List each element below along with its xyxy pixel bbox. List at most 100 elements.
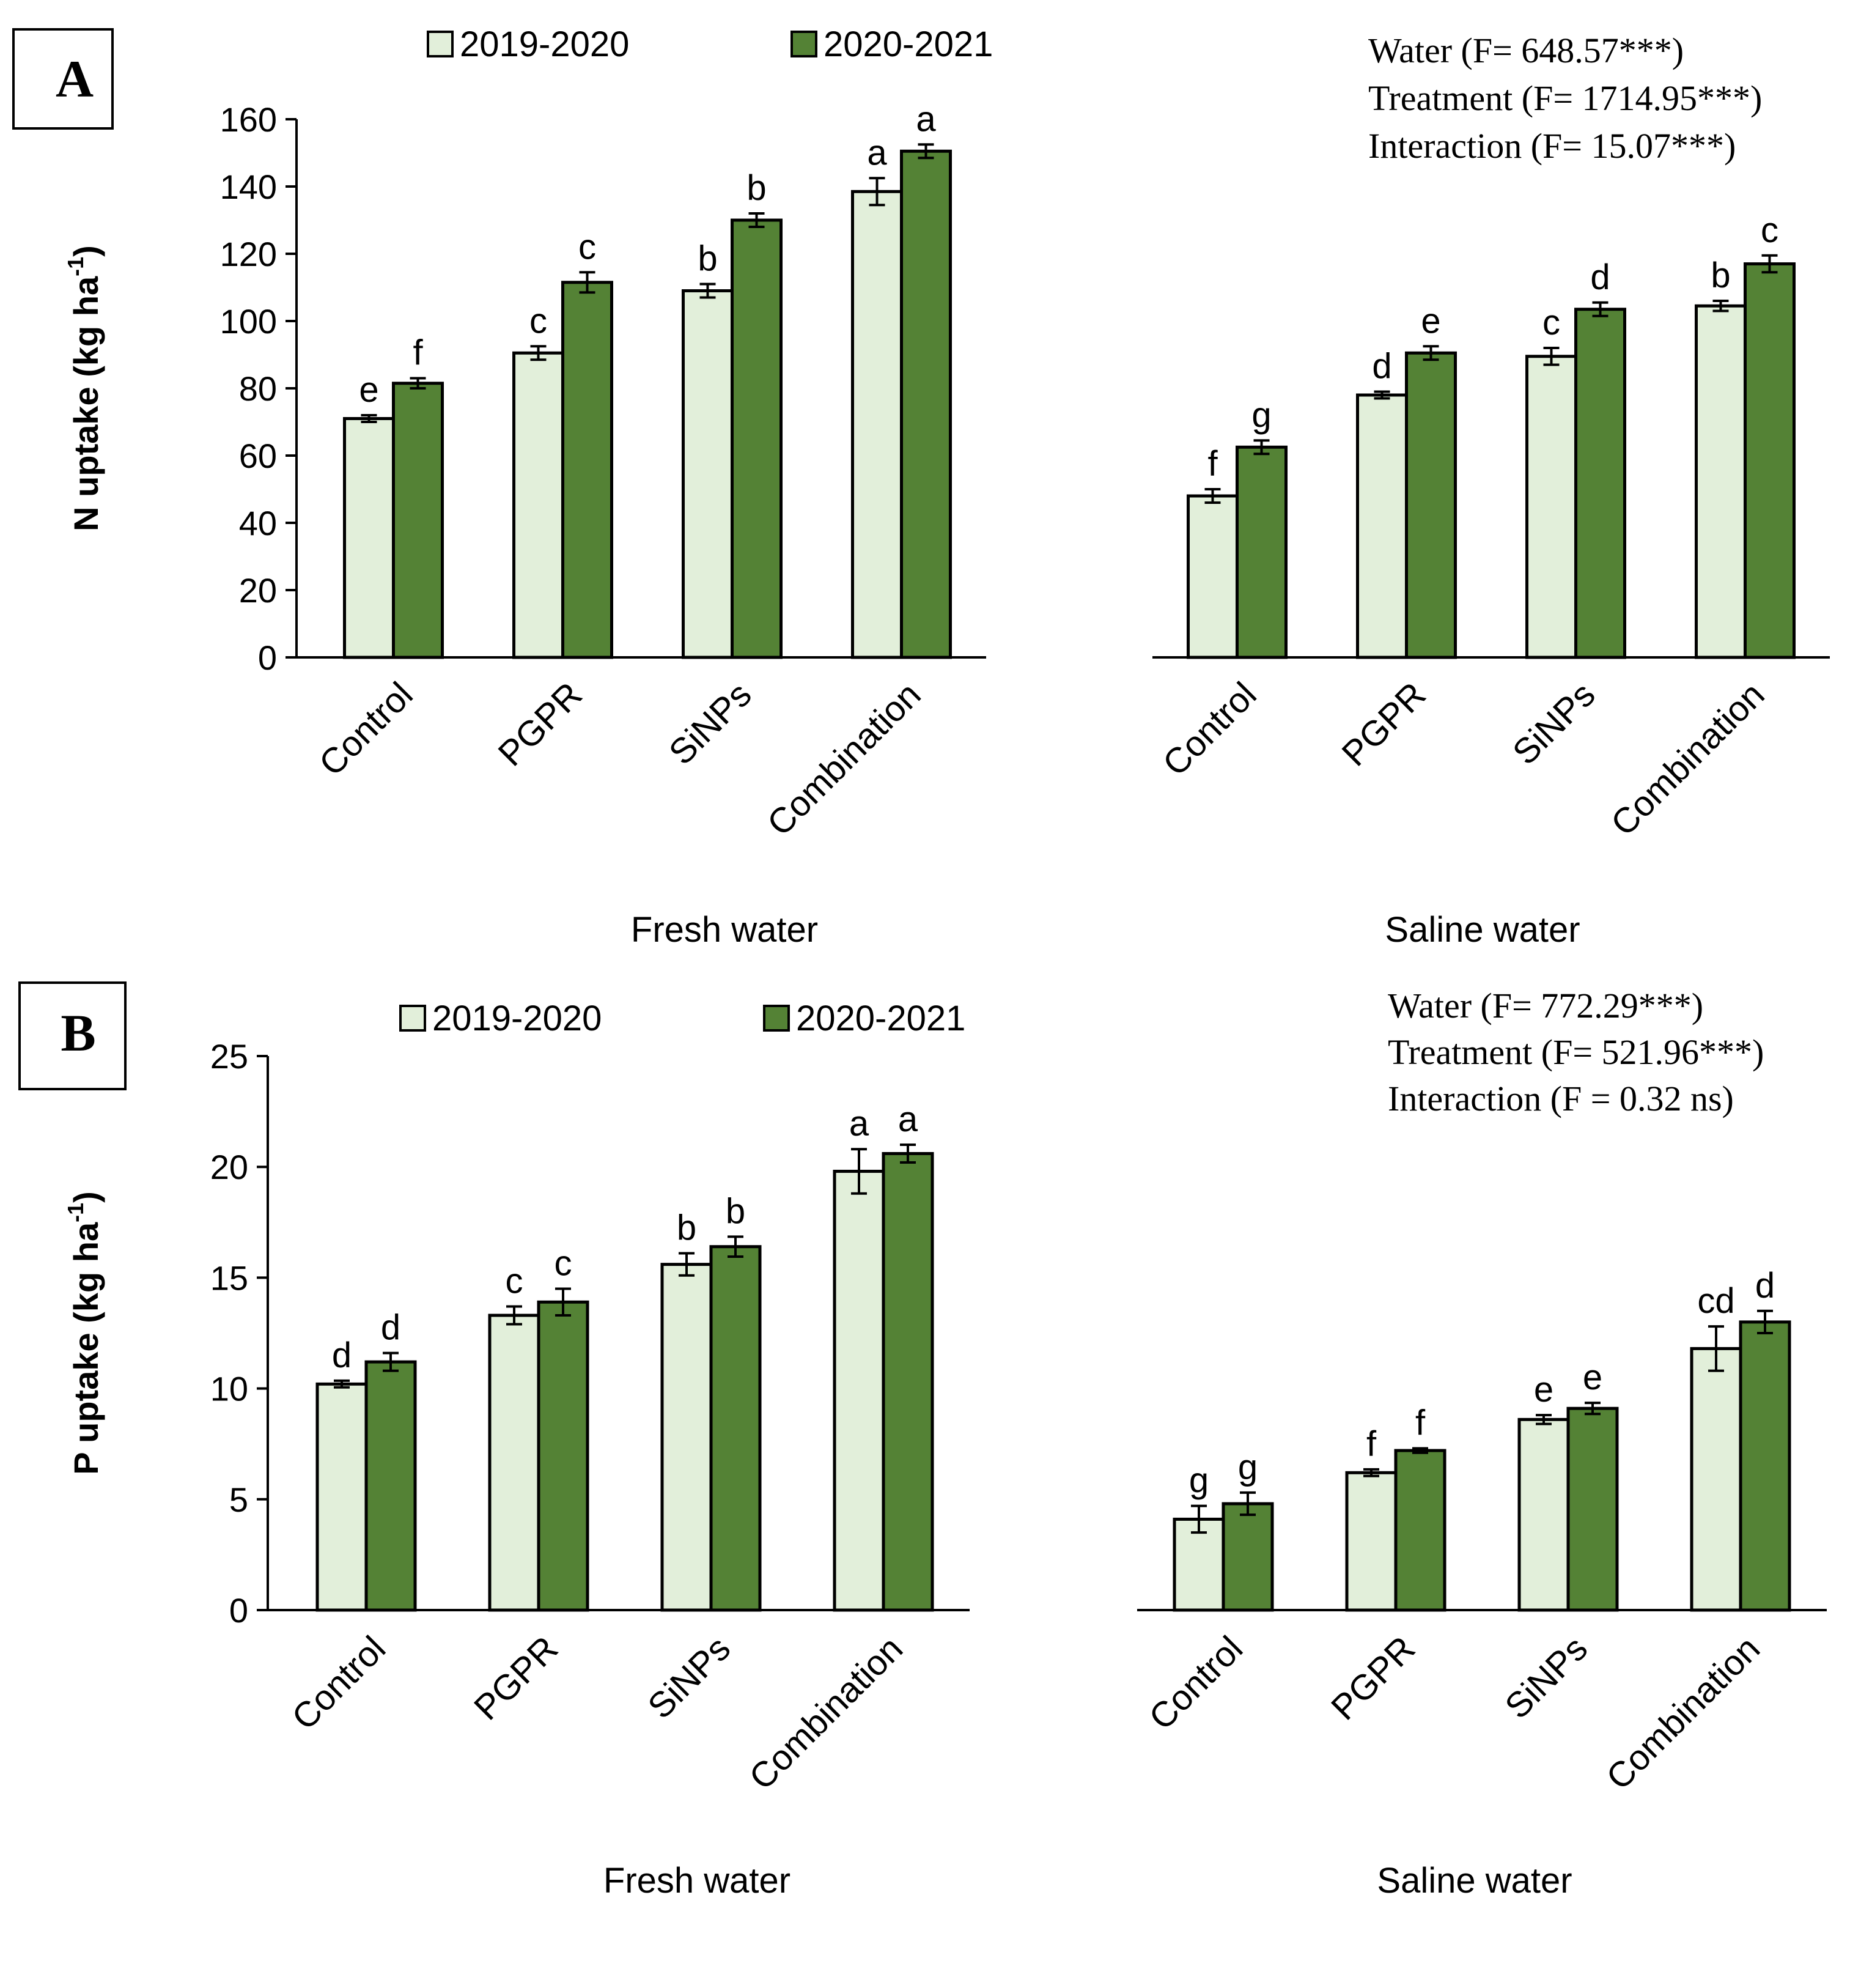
significance-letter: f (413, 333, 423, 373)
significance-letter: c (1761, 210, 1778, 250)
y-tick-label: 10 (210, 1370, 248, 1408)
significance-letter: g (1189, 1461, 1209, 1501)
bar-saline-water-combination-2 (1744, 262, 1796, 659)
significance-letter: a (867, 133, 887, 172)
bar-fresh-water-combination-2 (882, 1151, 934, 1612)
y-tick-label: 80 (239, 369, 277, 408)
y-tick-label: 120 (220, 235, 277, 273)
legend-swatch-2 (763, 1005, 790, 1032)
significance-letter: cd (1697, 1281, 1734, 1321)
category-label: Control (312, 674, 421, 783)
y-tick-label: 20 (239, 571, 277, 610)
bar-saline-water-pgpr-1 (1345, 1471, 1398, 1612)
significance-letter: f (1207, 444, 1218, 484)
significance-letter: d (1755, 1266, 1775, 1306)
bar-fresh-water-control-2 (392, 382, 444, 659)
significance-letter: b (1711, 256, 1730, 295)
bar-fresh-water-pgpr-2 (561, 281, 613, 659)
y-axis-title-main: N uptake (kg ha (67, 276, 105, 531)
significance-letter: c (578, 227, 596, 267)
significance-letter: e (1583, 1358, 1602, 1397)
y-tick-label: 160 (220, 100, 277, 139)
category-label: PGPR (490, 674, 589, 774)
bar-fresh-water-sinps-2 (709, 1245, 762, 1612)
y-axis-title-sup: -1 (63, 1203, 88, 1222)
bar-saline-water-combination-2 (1739, 1320, 1791, 1612)
group-label: Fresh water (631, 910, 818, 950)
significance-letter: g (1238, 1447, 1258, 1487)
category-label: Control (1155, 674, 1264, 783)
legend-label-1: 2019-2020 (432, 999, 602, 1038)
panel-label-box (18, 981, 127, 1090)
anova-stat-3: Interaction (F = 0.32 ns) (1388, 1079, 1734, 1118)
category-label: Control (284, 1628, 393, 1737)
legend-label-1: 2019-2020 (460, 24, 629, 64)
significance-letter: d (1590, 257, 1610, 297)
y-tick-label: 40 (239, 504, 277, 542)
bar-fresh-water-combination-1 (833, 1169, 885, 1612)
group-label: Fresh water (603, 1861, 790, 1901)
significance-letter: f (1415, 1403, 1426, 1443)
bar-fresh-water-control-1 (315, 1382, 368, 1612)
y-tick-label: 140 (220, 168, 277, 206)
legend-swatch-1 (399, 1005, 426, 1032)
significance-letter: c (555, 1244, 572, 1284)
bar-saline-water-sinps-2 (1566, 1406, 1619, 1612)
significance-letter: c (1542, 303, 1560, 342)
y-tick-label: 0 (229, 1591, 248, 1630)
y-axis-title: P uptake (kg ha-1) (63, 1191, 105, 1475)
significance-letter: a (849, 1104, 869, 1144)
category-label: SiNPs (640, 1628, 738, 1726)
category-label: Combination (759, 674, 928, 843)
significance-letter: d (332, 1336, 352, 1375)
category-label: Combination (1599, 1628, 1767, 1797)
significance-letter: e (359, 370, 378, 410)
y-tick-label: 20 (210, 1148, 248, 1186)
y-axis-title: N uptake (kg ha-1) (63, 245, 105, 531)
bar-saline-water-control-2 (1222, 1502, 1274, 1612)
anova-stat-1: Water (F= 772.29***) (1388, 986, 1703, 1025)
panel-b: B 2019-2020 2020-2021 Water (F= 772.29***) T… (18, 981, 1827, 1901)
category-label: SiNPs (1497, 1628, 1595, 1726)
significance-letter: g (1251, 395, 1271, 435)
category-label: PGPR (1334, 674, 1433, 774)
y-tick-label: 0 (258, 638, 277, 677)
bar-saline-water-combination-1 (1695, 304, 1747, 659)
bar-saline-water-pgpr-2 (1394, 1449, 1446, 1612)
y-axis-title-close: ) (67, 245, 105, 257)
y-axis-title-main: P uptake (kg ha (67, 1222, 105, 1475)
significance-letter: b (677, 1208, 696, 1248)
bar-fresh-water-control-2 (364, 1360, 417, 1612)
category-label: SiNPs (1505, 674, 1603, 772)
category-label: SiNPs (661, 674, 759, 772)
bar-fresh-water-combination-1 (851, 190, 903, 659)
group-label: Saline water (1385, 910, 1580, 950)
bar-fresh-water-pgpr-1 (512, 351, 564, 659)
bar-saline-water-sinps-1 (1525, 355, 1577, 659)
bar-saline-water-combination-1 (1690, 1347, 1742, 1612)
bar-fresh-water-pgpr-1 (488, 1314, 540, 1612)
category-label: Combination (742, 1628, 910, 1797)
significance-letter: c (506, 1262, 523, 1301)
significance-letter: b (698, 239, 717, 279)
significance-letter: a (916, 99, 936, 139)
bar-saline-water-pgpr-1 (1356, 393, 1408, 659)
y-tick-label: 100 (220, 302, 277, 341)
bar-fresh-water-pgpr-2 (537, 1300, 589, 1612)
bar-fresh-water-sinps-1 (682, 289, 734, 659)
bar-saline-water-sinps-1 (1517, 1417, 1570, 1612)
panel-label-box (12, 28, 114, 130)
anova-stat-1: Water (F= 648.57***) (1368, 31, 1684, 70)
legend-swatch-1 (427, 31, 454, 57)
bar-saline-water-pgpr-2 (1405, 351, 1457, 659)
category-label: Control (1141, 1628, 1250, 1737)
significance-letter: d (1372, 347, 1391, 386)
y-axis-title-sup: -1 (63, 257, 88, 276)
y-tick-label: 25 (210, 1037, 248, 1076)
bar-fresh-water-combination-2 (900, 149, 952, 659)
significance-letter: f (1366, 1424, 1377, 1464)
anova-stat-3: Interaction (F= 15.07***) (1368, 126, 1736, 166)
bar-saline-water-control-1 (1187, 494, 1239, 659)
bar-saline-water-control-2 (1236, 445, 1288, 659)
